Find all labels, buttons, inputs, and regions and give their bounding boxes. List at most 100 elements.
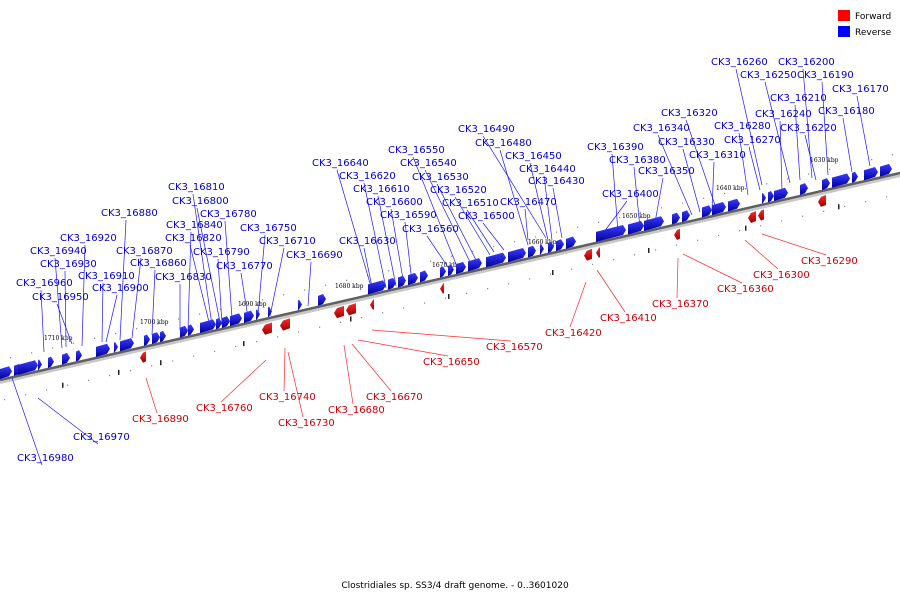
reverse-gene-arrow (644, 216, 664, 231)
gene-label-ck3-16740: CK3_16740 (259, 392, 316, 403)
tick-dot (745, 188, 747, 190)
tick-dot (346, 279, 348, 281)
reverse-gene-arrow (768, 190, 774, 203)
reverse-gene-arrow (96, 343, 110, 357)
reverse-gene-arrow (62, 352, 70, 365)
tick-dot (571, 268, 573, 270)
gene-label-ck3-16840: CK3_16840 (166, 220, 223, 231)
reverse-gene-arrow (528, 245, 536, 258)
tick-dot (172, 360, 174, 362)
reverse-gene-arrow (448, 264, 454, 276)
tick-dot (214, 350, 216, 352)
tick-dot (157, 323, 159, 325)
reverse-gene-arrow (556, 239, 564, 252)
gene-label-ck3-16200: CK3_16200 (778, 57, 835, 68)
tick-dot (115, 332, 117, 335)
tick-dot (514, 241, 516, 243)
tick-dot (235, 345, 237, 348)
backbone-shadow (0, 173, 900, 384)
reverse-gene-arrow (596, 225, 626, 242)
gene-label-ck3-16370: CK3_16370 (652, 299, 709, 310)
tick-dot (508, 283, 510, 285)
tick-dot (136, 328, 138, 330)
reverse-gene-arrow (762, 192, 766, 204)
leader-line (569, 281, 587, 328)
gene-label-ck3-16170: CK3_16170 (832, 84, 889, 95)
gene-label-ck3-16220: CK3_16220 (780, 123, 837, 134)
tick-dot (487, 287, 489, 290)
tick-dot (403, 307, 405, 309)
tick-dot (361, 316, 363, 319)
leader-line (412, 156, 457, 265)
reverse-gene-arrow (38, 359, 42, 371)
leader-line (371, 329, 512, 342)
leader-line (363, 182, 387, 289)
reverse-gene-arrow (880, 163, 892, 177)
gene-label-ck3-16440: CK3_16440 (519, 164, 576, 175)
leader-line (482, 222, 505, 251)
gene-label-ck3-16730: CK3_16730 (278, 418, 335, 429)
leader-line (454, 196, 491, 256)
gene-label-ck3-16780: CK3_16780 (200, 209, 257, 220)
tick-dot (661, 207, 663, 209)
tick-dot (325, 284, 327, 286)
reverse-gene-arrow (548, 241, 554, 253)
tick-mark (62, 382, 64, 388)
reverse-gene-arrow (852, 171, 858, 184)
tick-dot (130, 370, 132, 372)
leader-line (131, 257, 142, 339)
tick-dot (577, 226, 579, 228)
gene-label-ck3-16940: CK3_16940 (30, 246, 87, 257)
gene-label-ck3-16500: CK3_16500 (458, 211, 515, 222)
leader-line (738, 132, 749, 196)
reverse-gene-arrow (200, 319, 216, 333)
tick-mark (118, 369, 120, 375)
forward-gene-arrow (748, 211, 756, 223)
backbone-line (0, 171, 900, 382)
forward-gene-arrow (596, 247, 600, 258)
reverse-gene-arrow (268, 306, 272, 318)
leader-line (357, 339, 449, 357)
leader-line (426, 235, 451, 271)
reverse-gene-arrow (408, 272, 418, 286)
leader-line (105, 294, 118, 343)
tick-dot (676, 244, 678, 246)
gene-label-ck3-16760: CK3_16760 (196, 403, 253, 414)
scale-ticks: 1710 kbp 1700 kbp 1690 kbp 1680 kbp 1670 kbp… (44, 157, 839, 342)
forward-gene-arrow (440, 282, 444, 294)
reverse-gene-arrow (48, 356, 54, 368)
gene-label-ck3-16240: CK3_16240 (755, 109, 812, 120)
leader-line (269, 247, 285, 317)
tick-mark (160, 360, 162, 366)
tick-dot (388, 270, 390, 272)
gene-label-ck3-16960: CK3_16960 (16, 278, 73, 289)
forward-gene-arrow (818, 195, 826, 207)
tick-dot (556, 231, 558, 233)
tick-dot (319, 326, 321, 328)
reverse-gene-arrow (152, 332, 160, 345)
gene-label-ck3-16970: CK3_16970 (73, 432, 130, 443)
gene-label-ck3-16950: CK3_16950 (32, 292, 89, 303)
tick-dot (304, 289, 306, 291)
tick-dot (697, 239, 699, 241)
tick-dot (67, 384, 69, 386)
reverse-gene-arrow (180, 325, 188, 338)
leader-line (81, 244, 86, 347)
gene-label-ck3-16640: CK3_16640 (312, 158, 369, 169)
tick-dot (892, 154, 894, 156)
tick-dot (424, 302, 426, 304)
tick-dot (682, 202, 684, 204)
gene-label-ck3-16920: CK3_16920 (60, 233, 117, 244)
leader-line (657, 134, 693, 216)
tick-dot (10, 357, 12, 359)
leader-line (343, 344, 354, 405)
reverse-gene-arrow (864, 167, 878, 181)
leader-line (821, 81, 829, 176)
leader-line (390, 208, 405, 286)
tick-dot (52, 347, 54, 349)
gene-label-ck3-16530: CK3_16530 (412, 172, 469, 183)
gene-label-ck3-16550: CK3_16550 (388, 145, 445, 156)
gene-label-ck3-16180: CK3_16180 (818, 106, 875, 117)
leader-line (682, 253, 743, 284)
